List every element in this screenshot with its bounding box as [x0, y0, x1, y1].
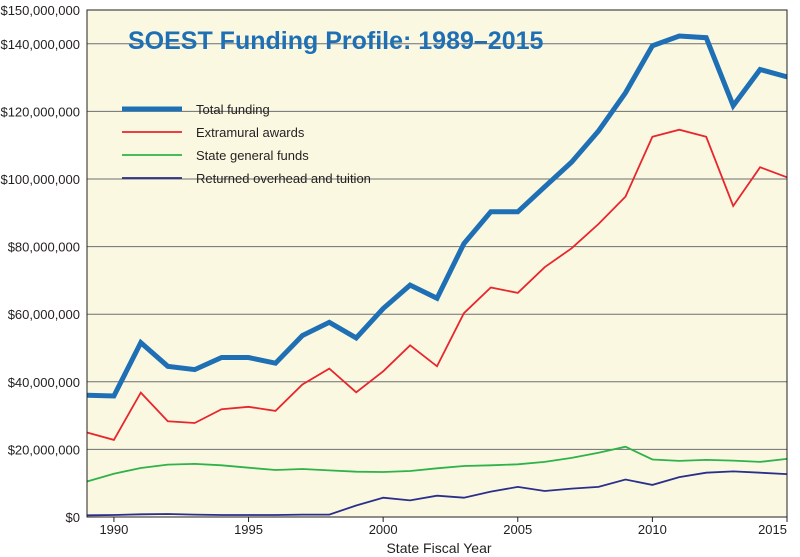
y-tick-label: $20,000,000 [8, 442, 80, 457]
series-lines [86, 33, 788, 517]
y-tick-label: $120,000,000 [0, 104, 80, 119]
axes: $0 $20,000,000 $40,000,000 $60,000,000 $80,0… [0, 3, 788, 537]
series-line-0 [86, 33, 788, 399]
legend-label-3: Returned overhead and tuition [196, 171, 371, 186]
x-tick-label: 2015 [758, 522, 787, 537]
legend: Total funding Extramural awards State gene… [122, 102, 371, 186]
y-tick-label: $60,000,000 [8, 307, 80, 322]
x-tick-label: 2005 [503, 522, 532, 537]
legend-label-1: Extramural awards [196, 125, 305, 140]
y-tick-label: $80,000,000 [8, 240, 80, 255]
plot-area [87, 10, 787, 517]
y-tick-label: $0 [66, 510, 80, 525]
x-tick-label: 1990 [99, 522, 128, 537]
legend-label-2: State general funds [196, 148, 309, 163]
plot-frame [86, 9, 788, 518]
y-tick-label: $40,000,000 [8, 375, 80, 390]
y-tick-label: $150,000,000 [0, 3, 80, 18]
gridlines [87, 43, 787, 450]
legend-label-0: Total funding [196, 102, 270, 117]
series-line-1 [86, 128, 788, 441]
x-axis-title: State Fiscal Year [386, 540, 491, 556]
x-tick-label: 1995 [234, 522, 263, 537]
chart-title: SOEST Funding Profile: 1989–2015 [128, 27, 544, 55]
x-tick-label: 2000 [369, 522, 398, 537]
series-line-3 [86, 470, 788, 517]
y-tick-label: $100,000,000 [0, 172, 80, 187]
x-tick-label: 2010 [638, 522, 667, 537]
y-tick-label: $140,000,000 [0, 37, 80, 52]
series-line-2 [86, 445, 788, 483]
